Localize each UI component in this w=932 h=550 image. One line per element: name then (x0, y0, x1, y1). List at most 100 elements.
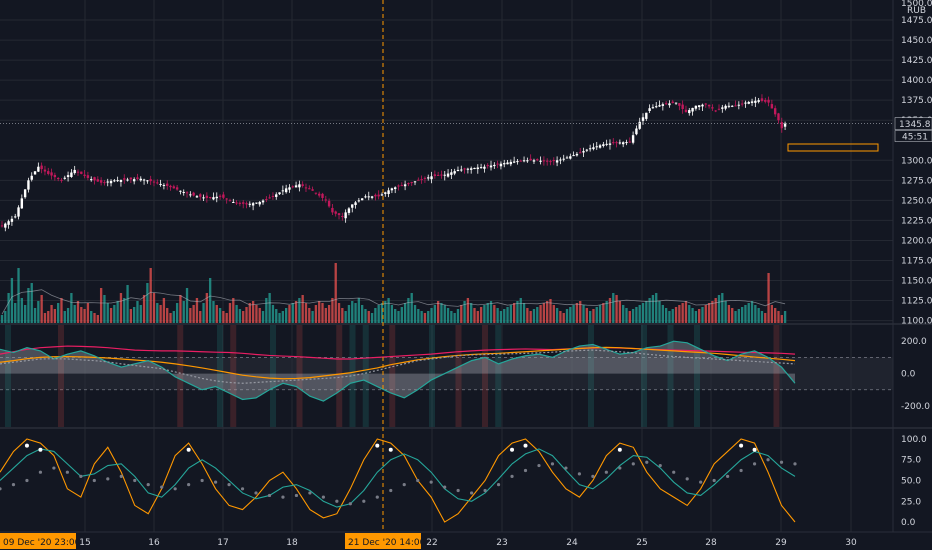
volume-bar (7, 293, 10, 323)
volume-bar (453, 313, 456, 323)
stoch-dot (712, 478, 716, 483)
candle-body (235, 202, 238, 204)
candle-body (265, 199, 268, 201)
candle-body (291, 186, 294, 188)
stoch-dot (645, 460, 649, 464)
volume-bar (116, 301, 119, 323)
candle-body (159, 183, 162, 185)
candle-body (109, 180, 113, 184)
volume-bar (314, 305, 318, 323)
volume-bar (384, 301, 387, 323)
volume-bar (559, 311, 562, 323)
volume-bar (562, 313, 565, 323)
candle-body (466, 168, 470, 170)
candle-body (744, 102, 747, 104)
volume-bar (721, 293, 724, 323)
candle-body (341, 215, 344, 217)
price-tick-label: 1150.0 (901, 277, 932, 287)
stoch-dot (0, 487, 2, 491)
candle-body (516, 161, 519, 163)
volume-bar (351, 301, 354, 323)
volume-bar (162, 298, 166, 323)
volume-bar (400, 307, 403, 323)
stoch-dot (11, 483, 16, 487)
volume-bar (588, 311, 592, 323)
candle-body (436, 174, 440, 176)
candle-body (469, 168, 473, 170)
osc-area (0, 341, 795, 402)
candle-body (483, 166, 486, 169)
stoch-peak-dot (38, 447, 43, 452)
volume-bar (344, 311, 347, 323)
stoch-dot (79, 474, 83, 478)
volume-bar (321, 303, 324, 323)
price-tick-label: 1200.0 (901, 236, 932, 246)
candle-body (430, 176, 433, 180)
volume-bar (532, 309, 536, 323)
stoch-dot (739, 468, 743, 473)
volume-bar (704, 305, 707, 323)
volume-bar (737, 309, 740, 323)
candle-body (321, 193, 324, 198)
osc-signal-column (296, 325, 303, 427)
stoch-dot (281, 495, 285, 499)
stoch-dot (402, 483, 406, 487)
volume-bar (251, 301, 255, 323)
osc-signal-column (58, 325, 64, 427)
candle-body (628, 141, 631, 143)
stoch-dot (470, 491, 474, 495)
volume-bar (265, 298, 268, 323)
candle-body (559, 159, 562, 161)
candle-body (126, 179, 129, 181)
osc-signal-column (230, 325, 237, 427)
countdown-tag (894, 130, 932, 142)
volume-bar (407, 298, 410, 323)
candle-body (222, 194, 225, 198)
candle-body (288, 187, 291, 190)
candle-body (347, 208, 351, 213)
stoch-dot (604, 470, 608, 474)
volume-bar (750, 301, 754, 323)
stoch-peak-dot (510, 447, 515, 452)
volume-bar (47, 311, 50, 323)
candle-body (116, 180, 119, 182)
volume-bar (228, 303, 232, 323)
osc-series-line (0, 346, 796, 380)
osc-signal-column (773, 325, 780, 427)
candle-body (360, 198, 364, 201)
osc-signal-column (389, 325, 396, 427)
volume-bar (658, 301, 661, 323)
stoch-dot (483, 488, 487, 493)
candle-body (86, 175, 90, 178)
stoch-dot (267, 493, 272, 498)
volume-bar (526, 308, 529, 323)
volume-bar (674, 307, 678, 323)
candle-body (536, 159, 539, 161)
volume-bar (516, 301, 519, 323)
candle-body (602, 144, 605, 146)
volume-bar (701, 307, 704, 323)
candle-body (658, 105, 661, 107)
candle-body (463, 168, 466, 170)
volume-bar (724, 301, 727, 323)
candle-body (0, 225, 4, 227)
candle-body (208, 196, 212, 198)
volume-bar (334, 263, 337, 323)
stoch-dot (375, 495, 379, 499)
stoch-dot (38, 470, 43, 474)
price-tick-label: 1475.0 (901, 16, 932, 26)
candle-body (767, 99, 770, 103)
volume-bar (63, 311, 66, 323)
candle-body (714, 110, 717, 112)
volume-ma-line (1, 289, 786, 315)
volume-bar (783, 311, 787, 323)
candle-body (615, 142, 618, 144)
candle-body (50, 172, 53, 176)
candle-body (172, 186, 176, 189)
volume-bar (747, 303, 750, 323)
volume-bar (308, 308, 311, 323)
stoch-dot (213, 480, 218, 484)
volume-bar (212, 301, 215, 323)
